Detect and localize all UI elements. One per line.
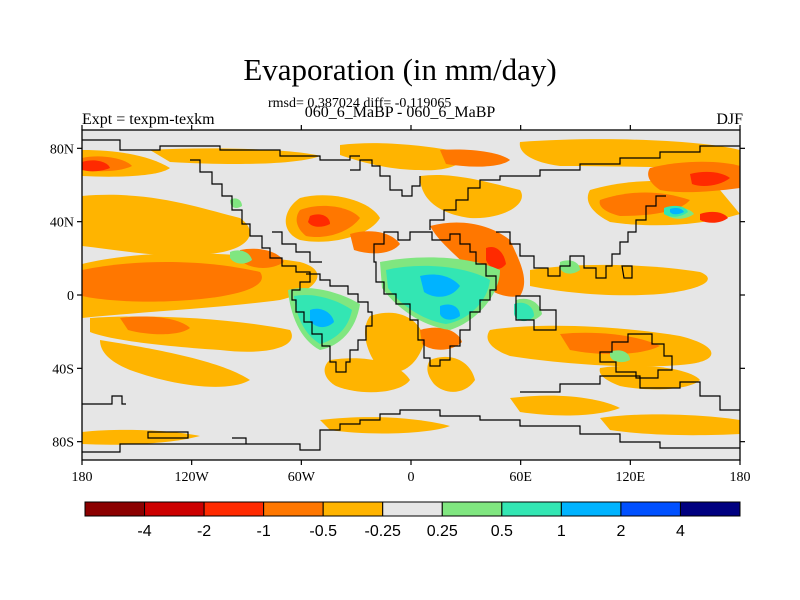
colorbar-label: 0.5 (491, 523, 513, 540)
colorbar-swatch (144, 501, 205, 517)
x-axis-ticks: 180 120W 60W 0 60E 120E 180 (72, 125, 751, 485)
colorbar-swatch (441, 501, 503, 517)
y-tick-label: 80S (52, 436, 74, 451)
colorbar-label: -0.25 (364, 523, 401, 540)
comparison-label: 060_6_MaBP - 060_6_MaBP (304, 104, 496, 121)
colorbar-label: -0.5 (309, 523, 337, 540)
x-tick-label: 60W (288, 470, 316, 485)
colorbar: -4 -2 -1 -0.5 -0.25 0.25 0.5 1 2 4 (84, 501, 741, 540)
colorbar-label: 2 (616, 523, 625, 540)
x-tick-label: 0 (408, 470, 415, 485)
colorbar-label: 0.25 (427, 523, 458, 540)
anomaly-field (82, 139, 740, 445)
colorbar-swatch (203, 501, 265, 517)
colorbar-label: 1 (557, 523, 566, 540)
colorbar-swatch (84, 501, 146, 517)
coastlines (82, 139, 740, 453)
colorbar-swatch (501, 501, 562, 517)
x-tick-label: 60E (509, 470, 532, 485)
season-label: DJF (716, 111, 743, 128)
colorbar-swatch (679, 501, 741, 517)
y-tick-label: 80N (50, 142, 74, 157)
colorbar-label: 4 (676, 523, 685, 540)
experiment-label: Expt = texpm-texkm (82, 111, 215, 128)
y-axis-ticks: 80N 40N 0 40S 80S (50, 142, 745, 451)
x-tick-label: 120W (175, 470, 210, 485)
colorbar-label: -1 (257, 523, 271, 540)
x-tick-label: 180 (72, 470, 93, 485)
x-tick-label: 120E (616, 470, 646, 485)
y-tick-label: 40N (50, 216, 74, 231)
colorbar-swatch (620, 501, 681, 517)
colorbar-swatch (263, 501, 324, 517)
map-title: Evaporation (in mm/day) (243, 52, 557, 87)
colorbar-swatch (382, 501, 443, 517)
y-tick-label: 0 (67, 289, 74, 304)
y-tick-label: 40S (52, 362, 74, 377)
colorbar-swatch (322, 501, 384, 517)
colorbar-label: -2 (197, 523, 211, 540)
colorbar-swatch (560, 501, 622, 517)
colorbar-label: -4 (137, 523, 151, 540)
x-tick-label: 180 (730, 470, 751, 485)
stats-text: rmsd= 0.387024 diff= -0.119065 (268, 96, 452, 111)
